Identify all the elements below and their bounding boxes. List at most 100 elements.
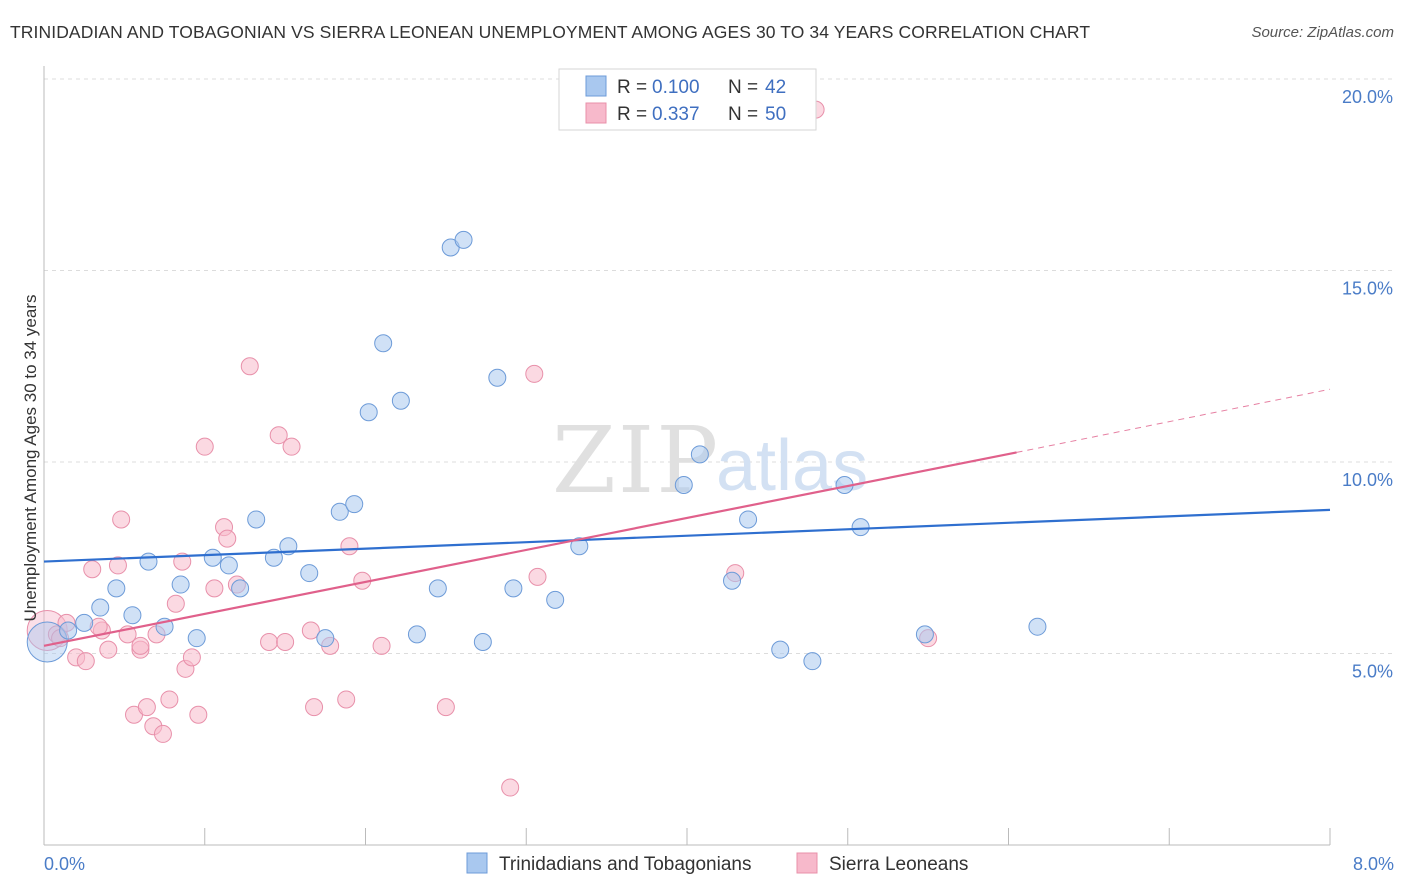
point-sierra-leonean bbox=[260, 633, 279, 652]
point-trinidadian bbox=[59, 621, 78, 640]
point-sierra-leonean bbox=[131, 636, 150, 655]
point-trinidadian bbox=[690, 445, 709, 464]
point-trinidadian bbox=[171, 575, 190, 594]
legend-r-label-1: R = bbox=[617, 77, 647, 98]
point-trinidadian bbox=[247, 510, 266, 529]
y-tick-label: 15.0% bbox=[1342, 279, 1393, 299]
legend-r-label-2: R = bbox=[617, 104, 647, 125]
point-trinidadian bbox=[316, 629, 335, 648]
point-trinidadian bbox=[488, 368, 507, 387]
point-trinidadian bbox=[231, 579, 250, 598]
point-sierra-leonean bbox=[218, 529, 237, 548]
source-label: Source: ZipAtlas.com bbox=[1251, 24, 1394, 41]
point-trinidadian bbox=[123, 606, 142, 625]
point-sierra-leonean bbox=[137, 698, 156, 717]
legend-r-value-1: 0.100 bbox=[652, 77, 700, 98]
point-sierra-leonean bbox=[153, 724, 172, 743]
point-sierra-leonean bbox=[305, 698, 324, 717]
point-sierra-leonean bbox=[189, 705, 208, 724]
point-sierra-leonean bbox=[501, 778, 520, 797]
point-sierra-leonean bbox=[160, 690, 179, 709]
legend-swatch-pink bbox=[585, 102, 607, 124]
point-trinidadian bbox=[187, 629, 206, 648]
data-points bbox=[26, 100, 1047, 797]
point-sierra-leonean bbox=[108, 556, 127, 575]
bottom-legend-label-pink: Sierra Leoneans bbox=[829, 854, 968, 875]
point-sierra-leonean bbox=[99, 640, 118, 659]
point-trinidadian bbox=[107, 579, 126, 598]
grid-lines bbox=[44, 78, 1392, 654]
bottom-legend-swatch-pink bbox=[796, 852, 818, 874]
point-trinidadian bbox=[407, 625, 426, 644]
y-axis-title: Unemployment Among Ages 30 to 34 years bbox=[21, 295, 40, 622]
legend-r-value-2: 0.337 bbox=[652, 104, 700, 125]
point-sierra-leonean bbox=[182, 648, 201, 667]
point-trinidadian bbox=[915, 625, 934, 644]
point-trinidadian bbox=[674, 475, 693, 494]
point-trinidadian bbox=[803, 652, 822, 671]
legend-n-label-2: N = bbox=[728, 104, 758, 125]
point-trinidadian bbox=[359, 403, 378, 422]
point-sierra-leonean bbox=[282, 437, 301, 456]
legend-swatch-blue bbox=[585, 75, 607, 97]
point-sierra-leonean bbox=[276, 633, 295, 652]
trend-line-trinidadian bbox=[43, 508, 1331, 563]
bottom-legend-label-blue: Trinidadians and Tobagonians bbox=[499, 854, 751, 875]
axis-ticks: 0.0% 8.0% 5.0% 10.0% 15.0% 20.0% bbox=[44, 87, 1394, 874]
point-trinidadian bbox=[391, 391, 410, 410]
point-trinidadian bbox=[570, 537, 589, 556]
point-sierra-leonean bbox=[528, 567, 547, 586]
point-trinidadian bbox=[454, 230, 473, 249]
point-trinidadian bbox=[75, 613, 94, 632]
point-trinidadian bbox=[851, 518, 870, 537]
point-trinidadian bbox=[91, 598, 110, 617]
point-sierra-leonean bbox=[195, 437, 214, 456]
point-trinidadian bbox=[219, 556, 238, 575]
point-trinidadian bbox=[1028, 617, 1047, 636]
point-sierra-leonean bbox=[269, 426, 288, 445]
point-trinidadian bbox=[139, 552, 158, 571]
y-tick-label: 20.0% bbox=[1342, 87, 1393, 107]
x-tick-label: 0.0% bbox=[44, 854, 85, 874]
point-sierra-leonean bbox=[166, 594, 185, 613]
point-trinidadian bbox=[345, 495, 364, 514]
point-trinidadian bbox=[300, 564, 319, 583]
point-sierra-leonean bbox=[112, 510, 131, 529]
x-tick-label: 8.0% bbox=[1353, 854, 1394, 874]
point-sierra-leonean bbox=[240, 357, 259, 376]
point-trinidadian bbox=[504, 579, 523, 598]
point-sierra-leonean bbox=[525, 364, 544, 383]
legend-box: R = 0.100 N = 42 R = 0.337 N = 50 bbox=[558, 68, 817, 131]
trend-line-sierra-leonean-extension bbox=[1016, 388, 1331, 453]
y-tick-label: 5.0% bbox=[1352, 662, 1393, 682]
point-trinidadian bbox=[546, 590, 565, 609]
y-tick-label: 10.0% bbox=[1342, 470, 1393, 490]
point-trinidadian bbox=[330, 502, 349, 521]
point-sierra-leonean bbox=[340, 537, 359, 556]
legend-n-value-1: 42 bbox=[765, 77, 786, 98]
watermark-atlas: atlas bbox=[716, 426, 868, 506]
point-sierra-leonean bbox=[301, 621, 320, 640]
point-trinidadian bbox=[473, 633, 492, 652]
watermark-zip: ZIP bbox=[552, 407, 720, 514]
point-trinidadian bbox=[428, 579, 447, 598]
trend-line-sierra-leonean bbox=[43, 451, 1017, 647]
chart-title: TRINIDADIAN AND TOBAGONIAN VS SIERRA LEO… bbox=[10, 22, 1091, 42]
point-sierra-leonean bbox=[83, 560, 102, 579]
legend-n-value-2: 50 bbox=[765, 104, 786, 125]
point-trinidadian bbox=[723, 571, 742, 590]
bottom-legend-swatch-blue bbox=[466, 852, 488, 874]
point-trinidadian bbox=[203, 548, 222, 567]
trend-lines bbox=[43, 388, 1331, 647]
point-trinidadian bbox=[739, 510, 758, 529]
point-trinidadian bbox=[771, 640, 790, 659]
legend-n-label-1: N = bbox=[728, 77, 758, 98]
point-sierra-leonean bbox=[173, 552, 192, 571]
point-trinidadian bbox=[374, 334, 393, 353]
point-sierra-leonean bbox=[76, 652, 95, 671]
point-sierra-leonean bbox=[372, 636, 391, 655]
point-sierra-leonean bbox=[205, 579, 224, 598]
point-sierra-leonean bbox=[436, 698, 455, 717]
bottom-legend: Trinidadians and Tobagonians Sierra Leon… bbox=[466, 852, 968, 875]
